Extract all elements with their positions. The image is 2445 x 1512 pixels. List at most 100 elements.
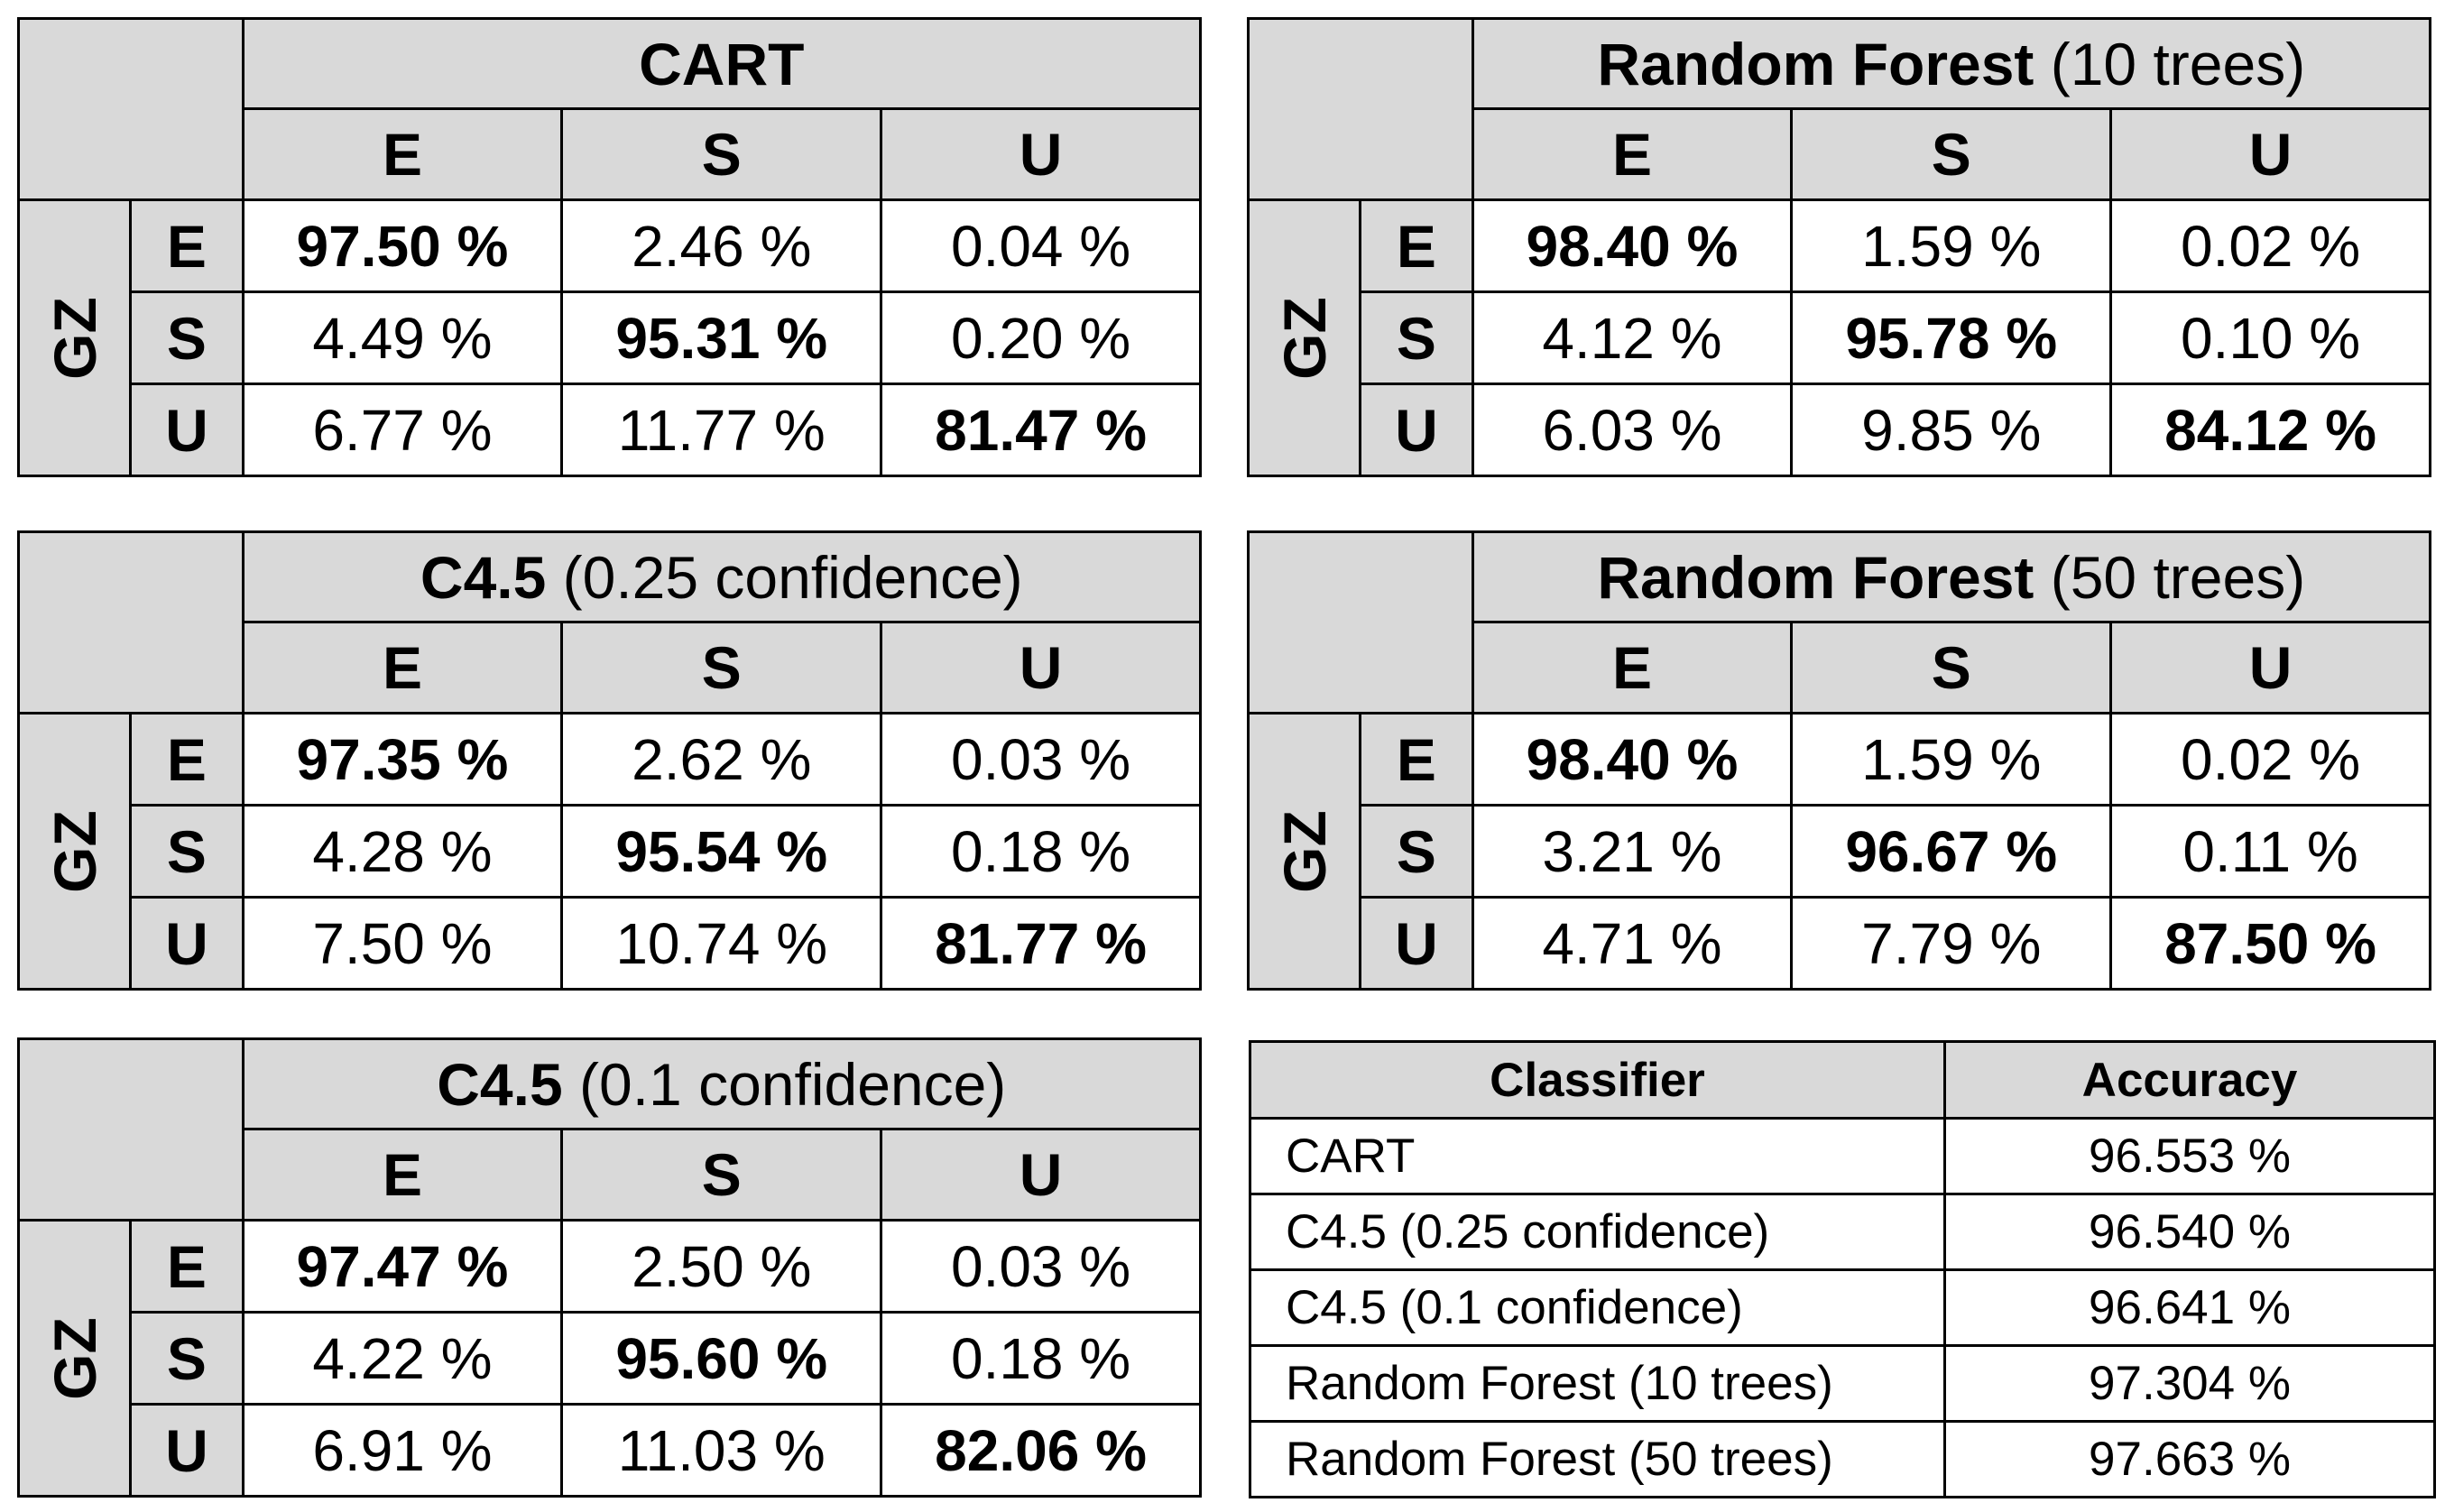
matrix-title: Random Forest (50 trees): [1471, 530, 2432, 623]
accuracy-value: 97.304 %: [1943, 1344, 2436, 1423]
accuracy-table: Classifier Accuracy CART 96.553 % C4.5 (…: [1249, 1040, 2436, 1498]
row-group-label-text: GZ: [1270, 296, 1338, 380]
column-header: U: [2109, 107, 2431, 201]
matrix-row: S 3.21 % 96.67 % 0.11 %: [1249, 804, 2431, 899]
matrix-cell: 6.03 %: [1471, 383, 1794, 477]
matrix-cell: 2.46 %: [560, 198, 883, 293]
matrix-title: C4.5 (0.25 confidence): [241, 530, 1203, 623]
matrix-cell: 10.74 %: [560, 896, 883, 991]
classifier-name: Random Forest (10 trees): [1249, 1344, 1946, 1423]
matrix-cell: 4.28 %: [241, 804, 564, 899]
row-group-label: GZ: [16, 712, 133, 991]
corner-cell: [17, 17, 244, 201]
matrix-cell: 98.40 %: [1471, 712, 1794, 807]
matrix-row: GZ E 97.35 % 2.62 % 0.03 %: [16, 712, 1202, 991]
matrix-row: U 6.03 % 9.85 % 84.12 %: [1249, 383, 2431, 477]
column-header: E: [1471, 107, 1794, 201]
confusion-matrix: CART E S U GZ E 97.50 % 2.46 % 0.04 % S …: [16, 17, 1203, 477]
matrix-cell: 95.60 %: [560, 1311, 883, 1406]
row-header: U: [129, 896, 244, 991]
classifier-name: Random Forest (50 trees): [1249, 1420, 1946, 1498]
matrix-cell: 95.31 %: [560, 290, 883, 385]
matrix-cell: 97.50 %: [241, 198, 564, 293]
matrix-cell: 1.59 %: [1790, 198, 2113, 293]
matrix-cell: 7.79 %: [1790, 896, 2113, 991]
confusion-matrix: C4.5 (0.1 confidence) E S U GZ E 97.47 %…: [16, 1037, 1203, 1498]
matrix-cell: 4.12 %: [1471, 290, 1794, 385]
column-header: S: [560, 1128, 883, 1222]
accuracy-value: 96.641 %: [1943, 1268, 2436, 1347]
row-group-label-text: GZ: [41, 809, 108, 893]
row-header: E: [1359, 712, 1474, 807]
column-header: E: [241, 1128, 564, 1222]
matrix-cell: 4.71 %: [1471, 896, 1794, 991]
matrix-row: U 4.71 % 7.79 % 87.50 %: [1249, 896, 2431, 991]
column-header: E: [241, 107, 564, 201]
matrix-cell: 84.12 %: [2109, 383, 2431, 477]
matrix-cell: 0.03 %: [880, 712, 1202, 807]
matrix-title-rest: (50 trees): [2034, 543, 2306, 611]
matrix-title-bold: C4.5: [420, 543, 547, 611]
matrix-row: S 4.49 % 95.31 % 0.20 %: [19, 290, 1202, 385]
accuracy-row: C4.5 (0.25 confidence) 96.540 %: [1249, 1193, 2436, 1271]
matrix-row: S 4.12 % 95.78 % 0.10 %: [1249, 290, 2431, 385]
matrix-row: GZ E 98.40 % 1.59 % 0.02 %: [1246, 198, 2431, 477]
matrix-cell: 95.54 %: [560, 804, 883, 899]
matrix-cell: 0.18 %: [880, 1311, 1202, 1406]
accuracy-row: Random Forest (10 trees) 97.304 %: [1249, 1344, 2436, 1423]
matrix-cell: 0.18 %: [880, 804, 1202, 899]
matrix-title-bold: Random Forest: [1597, 30, 2034, 97]
matrix-cell: 11.77 %: [560, 383, 883, 477]
row-group-label-text: GZ: [1270, 809, 1338, 893]
matrix-cell: 6.91 %: [241, 1403, 564, 1498]
accuracy-header-accuracy: Accuracy: [1943, 1040, 2436, 1120]
matrix-cell: 95.78 %: [1790, 290, 2113, 385]
matrix-cell: 7.50 %: [241, 896, 564, 991]
matrix-title-rest: (0.25 confidence): [546, 543, 1023, 611]
matrix-cell: 6.77 %: [241, 383, 564, 477]
column-header: S: [560, 621, 883, 715]
matrix-cell: 97.47 %: [241, 1219, 564, 1314]
matrix-row: GZ E 97.50 % 2.46 % 0.04 %: [16, 198, 1202, 477]
accuracy-header-classifier: Classifier: [1249, 1040, 1946, 1120]
classifier-name: CART: [1249, 1117, 1946, 1195]
corner-cell: [17, 530, 244, 715]
matrix-cell: 97.35 %: [241, 712, 564, 807]
row-group-label: GZ: [16, 1219, 133, 1498]
classifier-name: C4.5 (0.1 confidence): [1249, 1268, 1946, 1347]
corner-cell: [17, 1037, 244, 1222]
matrix-title-bold: CART: [639, 30, 805, 97]
column-header: E: [1471, 621, 1794, 715]
confusion-matrix: Random Forest (50 trees) E S U GZ E 98.4…: [1246, 530, 2432, 991]
column-header: U: [880, 107, 1202, 201]
row-header: S: [129, 290, 244, 385]
matrix-cell: 98.40 %: [1471, 198, 1794, 293]
accuracy-row: C4.5 (0.1 confidence) 96.641 %: [1249, 1268, 2436, 1347]
accuracy-row: CART 96.553 %: [1249, 1117, 2436, 1195]
matrix-row: GZ E 97.47 % 2.50 % 0.03 %: [16, 1219, 1202, 1498]
matrix-cell: 2.62 %: [560, 712, 883, 807]
matrix-cell: 96.67 %: [1790, 804, 2113, 899]
matrix-cell: 2.50 %: [560, 1219, 883, 1314]
confusion-matrix: C4.5 (0.25 confidence) E S U GZ E 97.35 …: [16, 530, 1203, 991]
column-header: U: [2109, 621, 2431, 715]
matrix-cell: 82.06 %: [880, 1403, 1202, 1498]
matrix-cell: 4.22 %: [241, 1311, 564, 1406]
classifier-name: C4.5 (0.25 confidence): [1249, 1193, 1946, 1271]
matrix-cell: 81.77 %: [880, 896, 1202, 991]
corner-cell: [1247, 17, 1474, 201]
row-header: S: [129, 1311, 244, 1406]
accuracy-value: 97.663 %: [1943, 1420, 2436, 1498]
matrix-cell: 0.02 %: [2109, 712, 2431, 807]
accuracy-value: 96.553 %: [1943, 1117, 2436, 1195]
row-header: U: [1359, 383, 1474, 477]
row-header: S: [129, 804, 244, 899]
confusion-matrix: Random Forest (10 trees) E S U GZ E 98.4…: [1246, 17, 2432, 477]
row-group-label: GZ: [1246, 712, 1362, 991]
matrix-row: S 4.28 % 95.54 % 0.18 %: [19, 804, 1202, 899]
matrix-cell: 87.50 %: [2109, 896, 2431, 991]
matrix-cell: 4.49 %: [241, 290, 564, 385]
matrix-cell: 0.10 %: [2109, 290, 2431, 385]
row-header: S: [1359, 804, 1474, 899]
row-header: E: [129, 712, 244, 807]
